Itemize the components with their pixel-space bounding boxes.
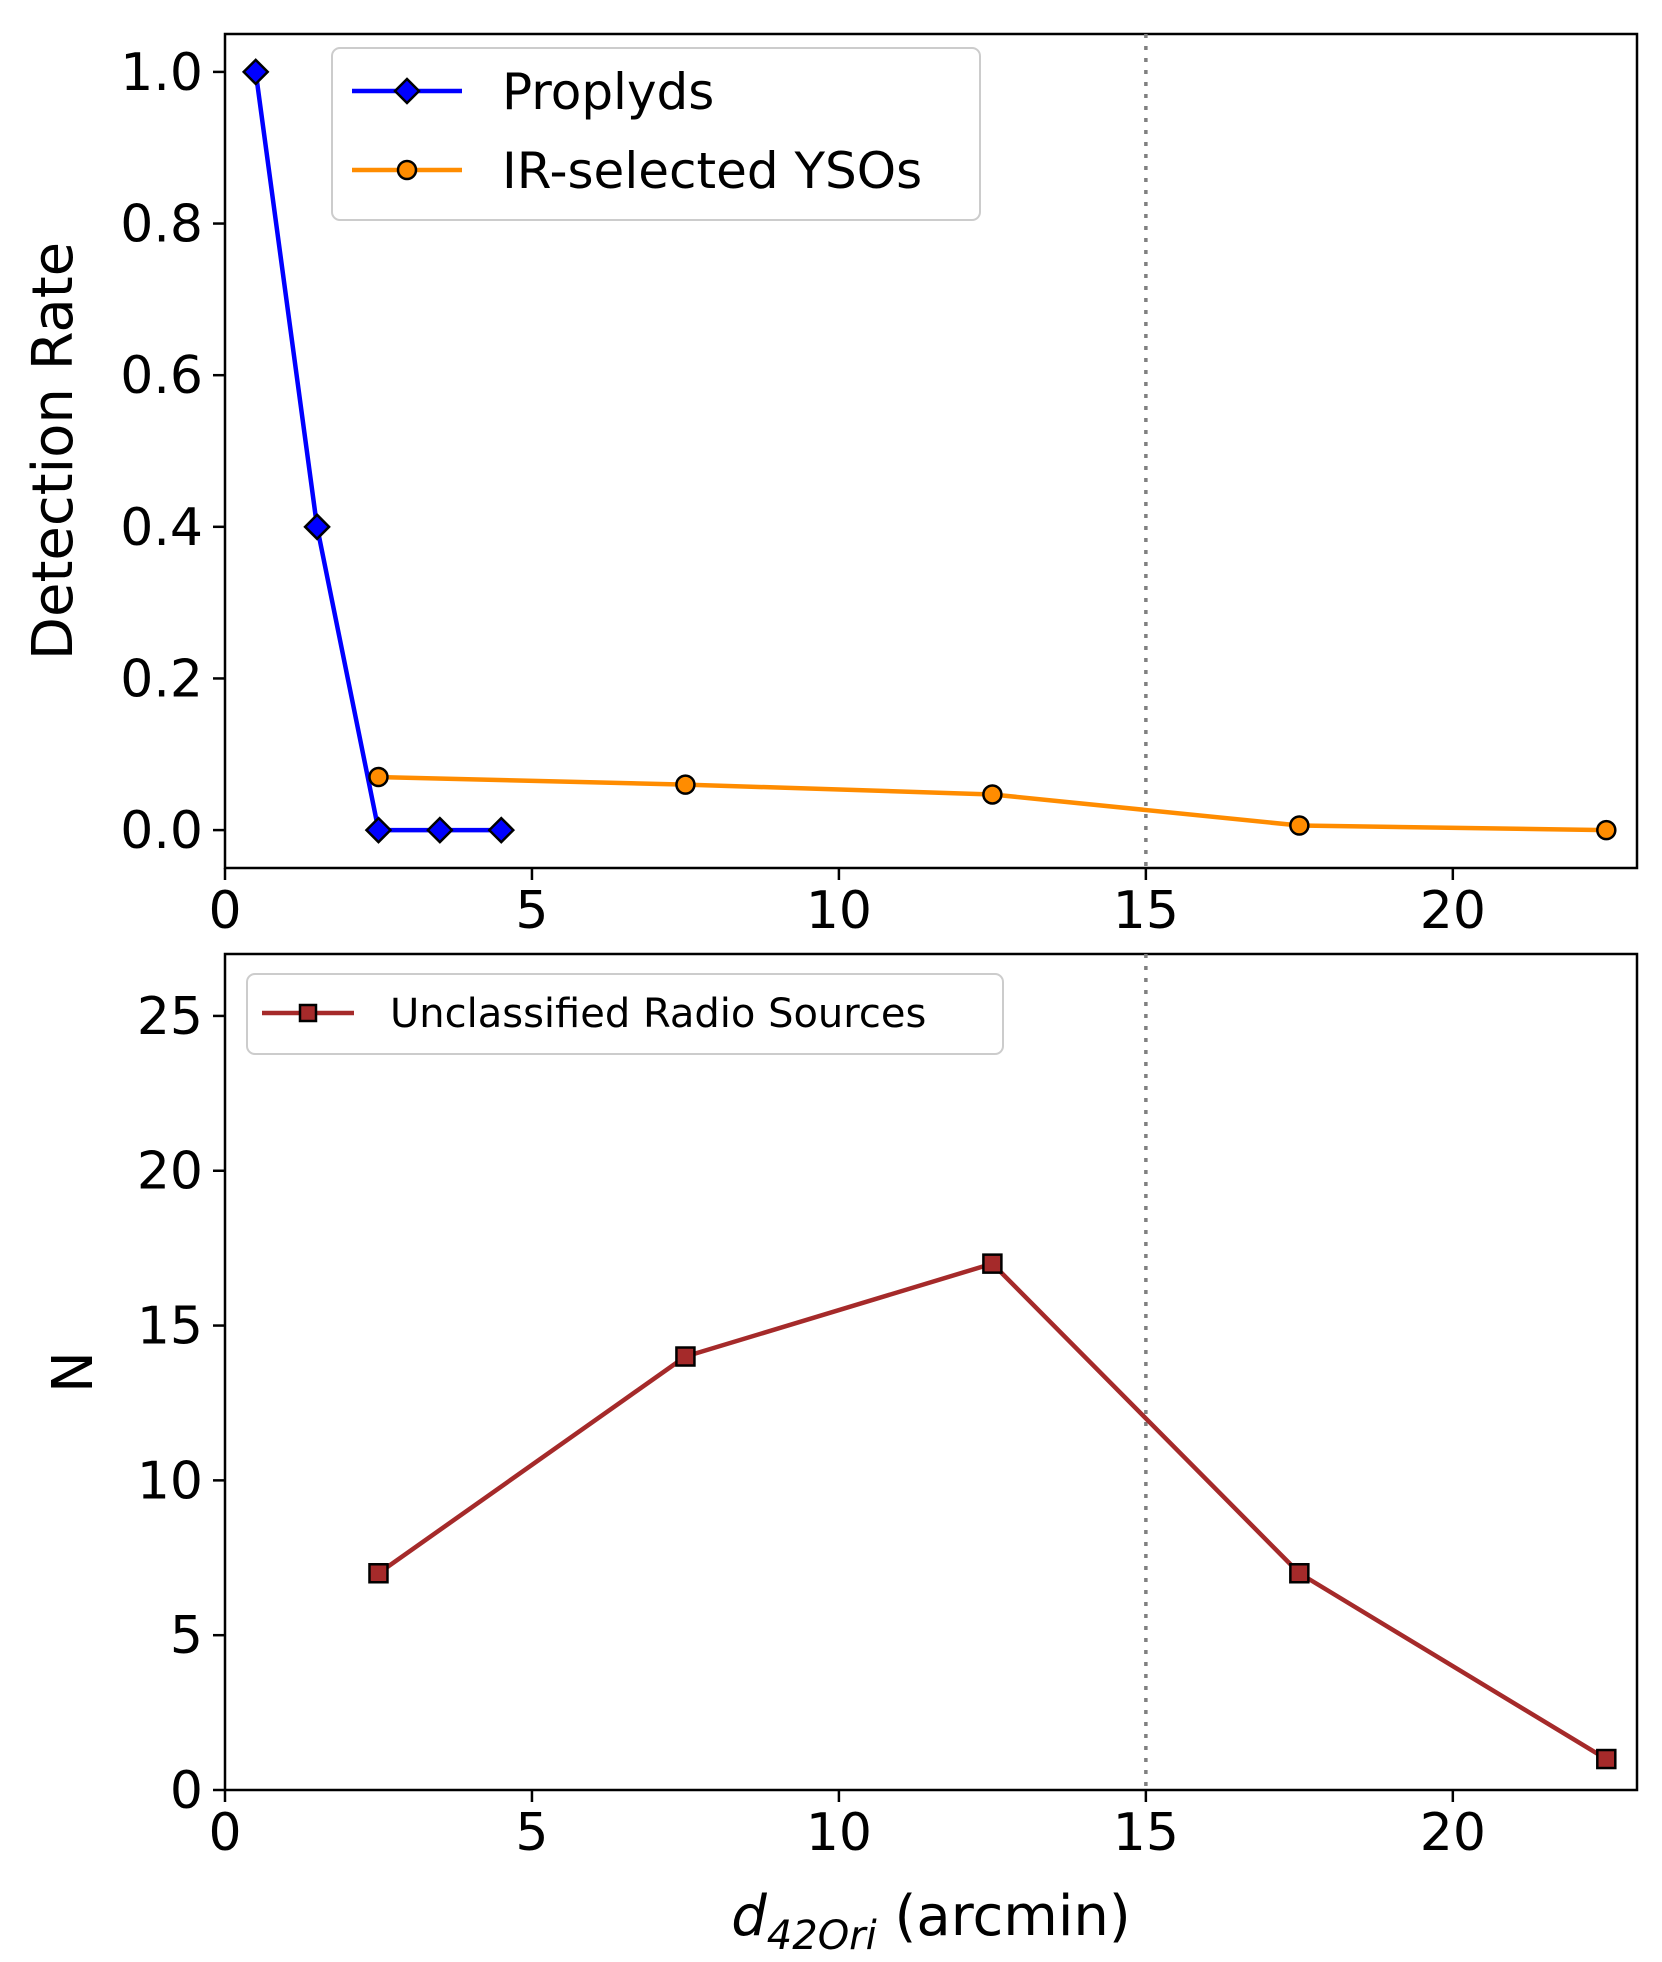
x-tick-label: 15 bbox=[1113, 881, 1179, 941]
data-point bbox=[982, 1253, 1003, 1274]
legend-marker-proplyds bbox=[393, 77, 421, 105]
top-series bbox=[241, 58, 1617, 844]
legend-marker-radio bbox=[298, 1003, 318, 1023]
y-tick-label: 0.2 bbox=[120, 649, 203, 709]
x-tick-label: 20 bbox=[1420, 881, 1486, 941]
y-tick-label: 10 bbox=[137, 1451, 203, 1511]
bottom-ylabel: N bbox=[41, 1351, 106, 1393]
y-tick-label: 20 bbox=[137, 1142, 203, 1202]
bottom-ticks: 0 5 10 15 20 0 5 10 15 20 25 bbox=[137, 987, 1486, 1863]
legend-label-proplyds: Proplyds bbox=[502, 63, 714, 121]
x-tick-label: 0 bbox=[208, 881, 241, 941]
top-ylabel: Detection Rate bbox=[21, 242, 86, 660]
y-tick-label: 5 bbox=[170, 1606, 203, 1666]
x-tick-label: 10 bbox=[806, 1803, 872, 1863]
x-tick-label: 5 bbox=[515, 1803, 548, 1863]
data-point bbox=[241, 58, 270, 86]
data-point bbox=[982, 784, 1003, 805]
legend-label-radio: Unclassified Radio Sources bbox=[390, 991, 926, 1037]
bottom-legend-box bbox=[246, 973, 1004, 1055]
top-legend-box bbox=[331, 47, 981, 221]
x-tick-label: 15 bbox=[1113, 1803, 1179, 1863]
x-tick-label: 10 bbox=[806, 881, 872, 941]
bottom-xlabel: d42Ori (arcmin) bbox=[731, 1884, 1131, 1959]
data-point bbox=[487, 816, 516, 844]
data-point bbox=[368, 766, 389, 788]
data-point bbox=[1289, 815, 1310, 836]
xlabel-sub: 42Ori bbox=[767, 1913, 877, 1959]
y-tick-label: 25 bbox=[137, 987, 203, 1047]
top-plot-frame bbox=[223, 32, 1639, 870]
data-point bbox=[368, 1563, 389, 1584]
data-point bbox=[426, 816, 454, 844]
legend-label-yso: IR-selected YSOs bbox=[502, 142, 922, 200]
x-tick-label: 5 bbox=[515, 881, 548, 941]
y-tick-label: 0.6 bbox=[120, 346, 203, 406]
y-tick-label: 0 bbox=[170, 1761, 203, 1821]
data-point bbox=[1596, 819, 1617, 841]
series-line-unclassified-radio-sources bbox=[377, 1261, 1608, 1761]
bottom-series bbox=[368, 1253, 1617, 1770]
x-tick-label: 0 bbox=[208, 1803, 241, 1863]
y-tick-label: 0.8 bbox=[120, 195, 203, 255]
xlabel-main: d bbox=[731, 1884, 767, 1949]
data-point bbox=[675, 774, 696, 795]
x-tick-label: 20 bbox=[1420, 1803, 1486, 1863]
y-tick-label: 0.4 bbox=[120, 498, 203, 558]
y-tick-label: 1.0 bbox=[120, 43, 203, 103]
top-ticks: 0 5 10 15 20 0.0 0.2 0.4 0.6 0.8 1.0 bbox=[120, 43, 1486, 941]
bottom-legend: Unclassified Radio Sources bbox=[246, 973, 1004, 1055]
data-point bbox=[303, 513, 331, 541]
top-legend: Proplyds IR-selected YSOs bbox=[331, 47, 981, 221]
data-point bbox=[1289, 1563, 1310, 1584]
bottom-plot-frame bbox=[223, 952, 1639, 1792]
y-tick-label: 15 bbox=[137, 1297, 203, 1357]
top-panel: 0 5 10 15 20 0.0 0.2 0.4 0.6 0.8 1.0 Detection Rat… bbox=[21, 32, 1639, 941]
data-point bbox=[675, 1346, 696, 1367]
legend-marker-yso bbox=[396, 159, 418, 181]
data-point bbox=[364, 816, 393, 844]
bottom-panel: 0 5 10 15 20 0 5 10 15 20 25 N d42Ori (arcmin) Unc… bbox=[41, 952, 1639, 1959]
xlabel-unit: (arcmin) bbox=[877, 1884, 1131, 1949]
y-tick-label: 0.0 bbox=[120, 801, 203, 861]
data-point bbox=[1596, 1748, 1617, 1770]
